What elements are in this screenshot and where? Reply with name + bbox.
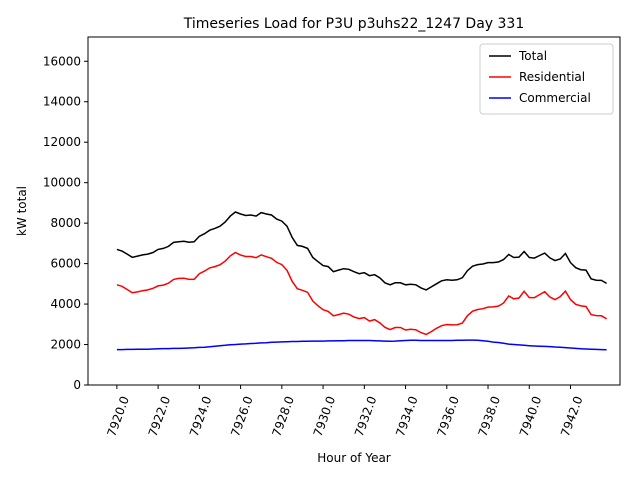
- y-tick-label: 2000: [50, 338, 81, 352]
- legend-label-residential: Residential: [519, 70, 585, 84]
- legend-label-total: Total: [518, 49, 547, 63]
- legend: Total Residential Commercial: [479, 43, 614, 115]
- series-line-residential: [116, 251, 607, 336]
- y-tick-label: 0: [73, 378, 81, 392]
- y-tick-label: 16000: [43, 54, 81, 68]
- legend-box: [479, 43, 614, 115]
- y-tick-label: 4000: [50, 297, 81, 311]
- y-tick-label: 10000: [43, 176, 81, 190]
- series-line-commercial: [116, 339, 607, 351]
- y-tick-label: 6000: [50, 257, 81, 271]
- series-lines: [116, 211, 607, 351]
- x-axis-label: Hour of Year: [317, 451, 391, 465]
- y-tick-label: 8000: [50, 216, 81, 230]
- legend-label-commercial: Commercial: [519, 91, 591, 105]
- plot-frame: [87, 36, 621, 386]
- chart-title: Timeseries Load for P3U p3uhs22_1247 Day…: [183, 16, 525, 32]
- y-axis-ticks: 0 2000 4000 6000 8000 10000 12000 14000 16000: [43, 54, 88, 392]
- y-tick-label: 12000: [43, 135, 81, 149]
- y-tick-label: 14000: [43, 95, 81, 109]
- series-line-total: [116, 211, 607, 291]
- y-axis-label: kW total: [15, 186, 29, 236]
